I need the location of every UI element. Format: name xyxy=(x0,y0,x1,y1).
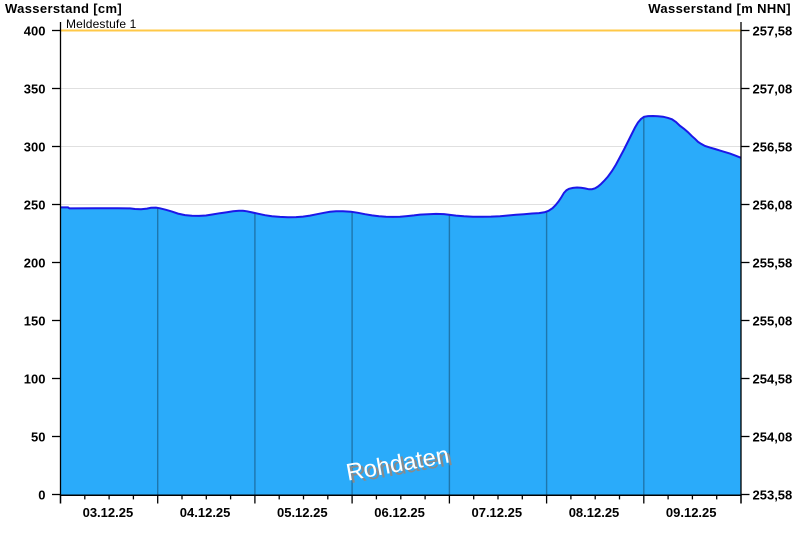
svg-text:Wasserstand [m NHN]: Wasserstand [m NHN] xyxy=(648,1,791,16)
svg-text:350: 350 xyxy=(24,82,46,97)
svg-text:257,58: 257,58 xyxy=(753,24,793,39)
svg-text:257,08: 257,08 xyxy=(753,82,793,97)
svg-text:255,58: 255,58 xyxy=(753,256,793,271)
svg-text:03.12.25: 03.12.25 xyxy=(83,505,134,520)
svg-text:100: 100 xyxy=(24,372,46,387)
svg-text:Wasserstand [cm]: Wasserstand [cm] xyxy=(5,1,122,16)
svg-text:256,08: 256,08 xyxy=(753,198,793,213)
svg-text:255,08: 255,08 xyxy=(753,314,793,329)
svg-text:254,58: 254,58 xyxy=(753,372,793,387)
svg-text:Meldestufe 1: Meldestufe 1 xyxy=(66,17,137,31)
svg-text:09.12.25: 09.12.25 xyxy=(666,505,717,520)
svg-text:150: 150 xyxy=(24,314,46,329)
svg-text:04.12.25: 04.12.25 xyxy=(180,505,231,520)
svg-text:05.12.25: 05.12.25 xyxy=(277,505,328,520)
svg-text:250: 250 xyxy=(24,198,46,213)
svg-text:08.12.25: 08.12.25 xyxy=(569,505,620,520)
svg-text:300: 300 xyxy=(24,140,46,155)
svg-text:07.12.25: 07.12.25 xyxy=(471,505,522,520)
svg-text:200: 200 xyxy=(24,256,46,271)
svg-text:256,58: 256,58 xyxy=(753,140,793,155)
svg-text:253,58: 253,58 xyxy=(753,488,793,503)
svg-text:50: 50 xyxy=(31,430,45,445)
svg-text:400: 400 xyxy=(24,24,46,39)
svg-text:06.12.25: 06.12.25 xyxy=(374,505,425,520)
svg-text:254,08: 254,08 xyxy=(753,430,793,445)
svg-text:0: 0 xyxy=(38,488,45,503)
